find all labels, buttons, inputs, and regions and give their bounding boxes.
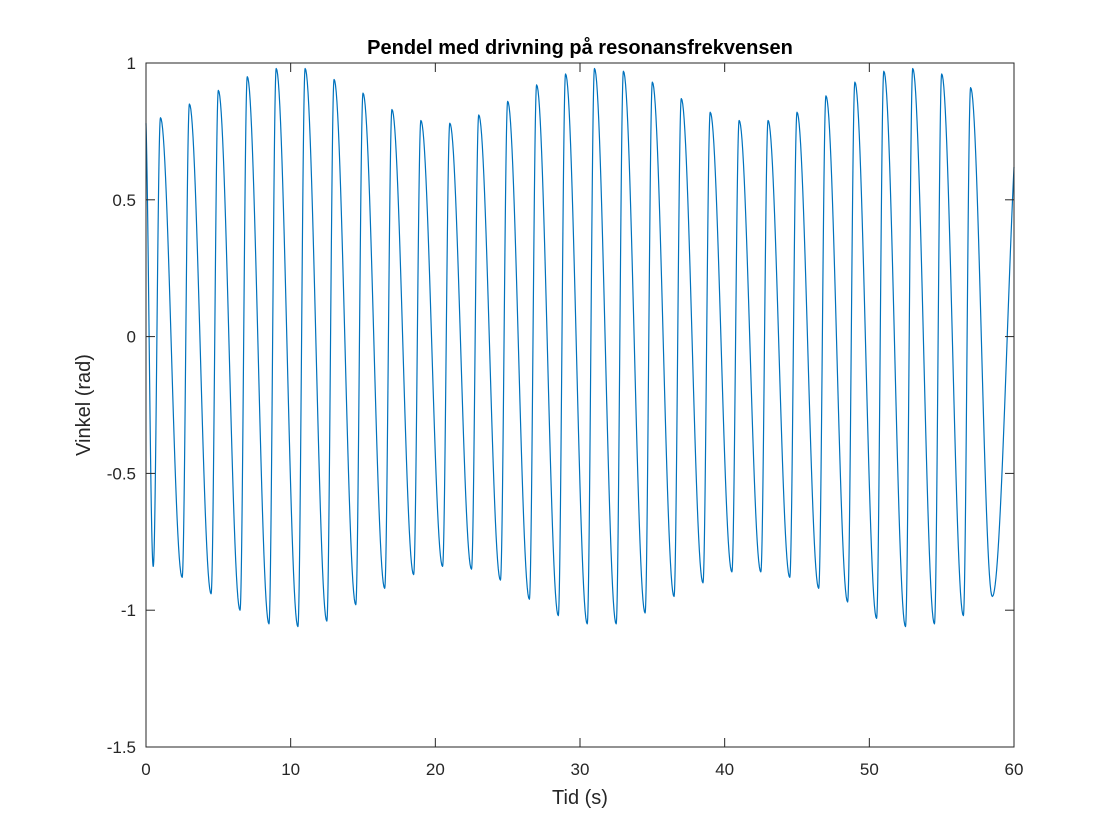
y-tick-label: -1 — [121, 601, 136, 620]
y-tick-label: -1.5 — [107, 738, 136, 757]
series-layer — [145, 67, 1015, 628]
y-tick-label: 0.5 — [112, 191, 136, 210]
x-tick-label: 60 — [1005, 760, 1024, 779]
plot-area — [146, 63, 1014, 747]
x-tick-label: 40 — [715, 760, 734, 779]
y-tick-label: -0.5 — [107, 464, 136, 483]
y-tick-label: 0 — [127, 328, 136, 347]
x-tick-label: 10 — [281, 760, 300, 779]
x-tick-label: 50 — [860, 760, 879, 779]
x-tick-label: 30 — [571, 760, 590, 779]
chart-title: Pendel med drivning på resonansfrekvense… — [367, 36, 793, 59]
y-axis-label: Vinkel (rad) — [73, 354, 95, 456]
ticks-layer: 0 10 20 30 40 50 60 -1.5 -1 -0.5 0 0.5 1 — [107, 54, 1024, 779]
x-tick-label: 20 — [426, 760, 445, 779]
y-tick-label: 1 — [127, 54, 136, 73]
x-tick-label: 0 — [141, 760, 150, 779]
series-line-0 — [145, 67, 1015, 628]
x-axis-label: Tid (s) — [552, 787, 608, 809]
